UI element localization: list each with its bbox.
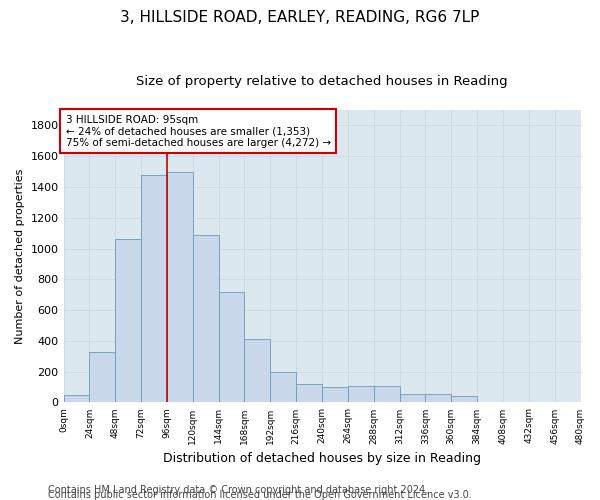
Bar: [89, 352, 115, 403]
Bar: [400, 394, 425, 402]
Bar: [193, 234, 218, 402]
Bar: [64, 394, 89, 402]
Bar: [425, 394, 451, 402]
Bar: [218, 292, 244, 403]
Text: 3, HILLSIDE ROAD, EARLEY, READING, RG6 7LP: 3, HILLSIDE ROAD, EARLEY, READING, RG6 7…: [121, 10, 479, 25]
Bar: [322, 387, 348, 402]
Text: Contains public sector information licensed under the Open Government Licence v3: Contains public sector information licen…: [48, 490, 472, 500]
X-axis label: Distribution of detached houses by size in Reading: Distribution of detached houses by size …: [163, 452, 481, 465]
Bar: [451, 396, 477, 402]
Title: Size of property relative to detached houses in Reading: Size of property relative to detached ho…: [136, 75, 508, 88]
Text: Contains HM Land Registry data © Crown copyright and database right 2024.: Contains HM Land Registry data © Crown c…: [48, 485, 428, 495]
Bar: [115, 240, 141, 402]
Bar: [348, 386, 374, 402]
Bar: [374, 386, 400, 402]
Bar: [141, 174, 167, 402]
Bar: [244, 340, 271, 402]
Bar: [296, 384, 322, 402]
Text: 3 HILLSIDE ROAD: 95sqm
← 24% of detached houses are smaller (1,353)
75% of semi-: 3 HILLSIDE ROAD: 95sqm ← 24% of detached…: [65, 114, 331, 148]
Bar: [167, 172, 193, 402]
Bar: [271, 372, 296, 402]
Y-axis label: Number of detached properties: Number of detached properties: [15, 168, 25, 344]
